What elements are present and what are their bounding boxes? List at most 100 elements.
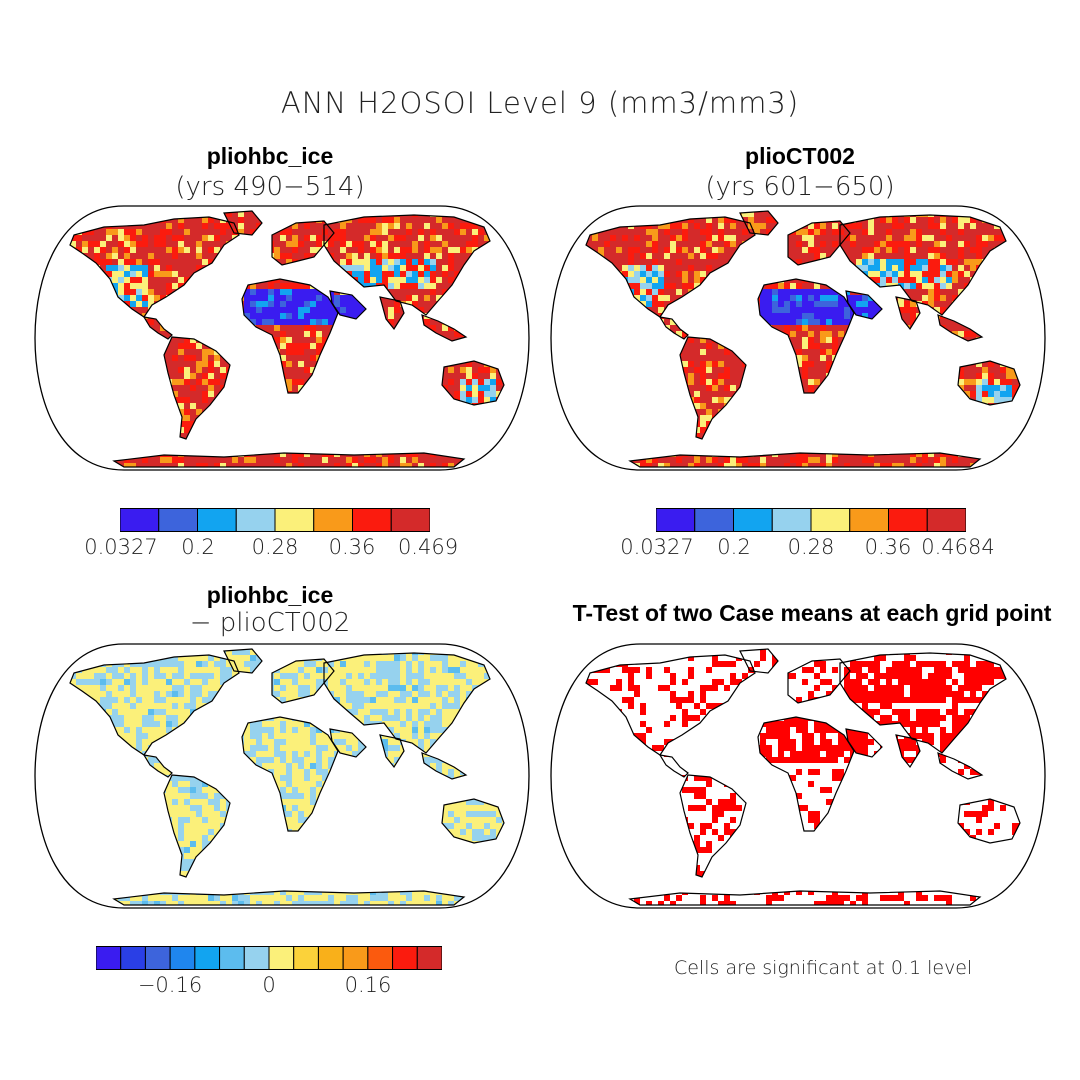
colorbar-swatch	[771, 508, 812, 532]
colorbar-label: 0.0327	[84, 535, 158, 559]
colorbar-label: 0.4684	[921, 535, 995, 559]
coastline-asia	[323, 652, 491, 754]
map-coastlines	[69, 648, 505, 906]
map-frame	[550, 205, 1046, 471]
significance-note: Cells are significant at 0.1 level	[674, 957, 973, 979]
coastline-arabia	[845, 290, 883, 320]
colorbar-swatch	[656, 508, 696, 532]
coastline-centralAmerica	[658, 316, 689, 340]
map-coastlines	[69, 210, 505, 468]
colorbar-swatch	[694, 508, 734, 532]
coastline-europe	[271, 658, 335, 704]
colorbar-swatch	[313, 508, 353, 532]
map-frame	[34, 643, 530, 909]
colorbar-label: 0.36	[328, 535, 376, 559]
panel-subtitle-bottom-left: − plioCT002	[189, 608, 351, 638]
figure-title: ANN H2OSOI Level 9 (mm3/mm3)	[280, 86, 800, 120]
colorbar-label: −0.16	[137, 973, 203, 997]
coastline-africa	[757, 278, 855, 394]
colorbar-swatch	[243, 946, 270, 970]
colorbar-label: 0	[262, 973, 276, 997]
map-top-left	[34, 205, 530, 471]
colorbar-label: 0.28	[251, 535, 299, 559]
colorbar-swatch	[926, 508, 966, 532]
coastline-australia	[441, 360, 505, 406]
colorbar-swatch	[733, 508, 773, 532]
colorbar-swatch	[169, 946, 196, 970]
coastline-australia	[957, 798, 1021, 844]
map-frame	[34, 205, 530, 471]
coastline-seAsia	[937, 752, 984, 780]
colorbar-swatch	[197, 508, 237, 532]
coastline-southAmerica	[679, 774, 747, 878]
map-coastlines	[585, 648, 1021, 906]
map-frame	[550, 643, 1046, 909]
colorbar-label: 0.2	[181, 535, 215, 559]
coastline-africa	[241, 278, 339, 394]
coastline-greenland	[739, 210, 779, 236]
coastline-arabia	[329, 290, 367, 320]
coastline-india	[895, 734, 921, 769]
coastline-arabia	[329, 728, 367, 758]
coastline-india	[379, 734, 405, 769]
coastline-seAsia	[421, 752, 468, 780]
coastline-europe	[787, 220, 851, 266]
colorbar-swatch	[235, 508, 276, 532]
map-field-cells	[586, 211, 1020, 467]
colorbar-swatch	[268, 946, 295, 970]
coastline-northAmerica	[585, 654, 756, 756]
coastline-seAsia	[421, 314, 468, 342]
coastline-asia	[839, 652, 1007, 754]
colorbar-top-left	[120, 508, 430, 532]
coastline-australia	[441, 798, 505, 844]
colorbar-swatch	[888, 508, 928, 532]
colorbar-swatch	[849, 508, 889, 532]
coastline-southAmerica	[163, 336, 231, 440]
panel-title-bottom-right: T-Test of two Case means at each grid po…	[572, 600, 1052, 626]
coastline-europe	[787, 658, 851, 704]
coastline-asia	[839, 214, 1007, 316]
colorbar-swatch	[342, 946, 369, 970]
panel-title-top-right: plioCT002	[745, 143, 855, 169]
colorbar-swatch	[158, 508, 198, 532]
map-bottom-right	[550, 643, 1046, 909]
colorbar-swatch	[293, 946, 319, 970]
colorbar-label: 0.2	[717, 535, 751, 559]
coastline-africa	[757, 716, 855, 832]
colorbar-label: 0.0327	[620, 535, 694, 559]
colorbar-swatch	[810, 508, 851, 532]
colorbar-swatch	[274, 508, 315, 532]
coastline-centralAmerica	[142, 754, 173, 778]
coastline-greenland	[223, 648, 263, 674]
map-field-cells	[586, 649, 1020, 905]
coastline-africa	[241, 716, 339, 832]
coastline-asia	[323, 214, 491, 316]
colorbar-swatch	[352, 508, 392, 532]
coastline-india	[895, 296, 921, 331]
colorbar-swatch	[96, 946, 122, 970]
colorbar-swatch	[120, 508, 160, 532]
colorbar-swatch	[367, 946, 394, 970]
map-bottom-left	[34, 643, 530, 909]
coastline-seAsia	[937, 314, 984, 342]
colorbar-label: 0.16	[344, 973, 392, 997]
coastline-antarctica	[112, 452, 466, 468]
coastline-greenland	[223, 210, 263, 236]
coastline-centralAmerica	[142, 316, 173, 340]
coastline-antarctica	[112, 890, 466, 906]
coastline-greenland	[739, 648, 779, 674]
panel-subtitle-top-left: (yrs 490−514)	[175, 172, 365, 202]
coastline-antarctica	[628, 890, 982, 906]
colorbar-swatch	[194, 946, 221, 970]
coastline-northAmerica	[585, 216, 756, 318]
coastline-antarctica	[628, 452, 982, 468]
colorbar-bottom-left	[96, 946, 442, 970]
coastline-arabia	[845, 728, 883, 758]
map-field-cells	[70, 649, 504, 905]
coastline-australia	[957, 360, 1021, 406]
coastline-centralAmerica	[658, 754, 689, 778]
colorbar-swatch	[317, 946, 344, 970]
coastline-europe	[271, 220, 335, 266]
colorbar-swatch	[219, 946, 245, 970]
coastline-northAmerica	[69, 216, 240, 318]
